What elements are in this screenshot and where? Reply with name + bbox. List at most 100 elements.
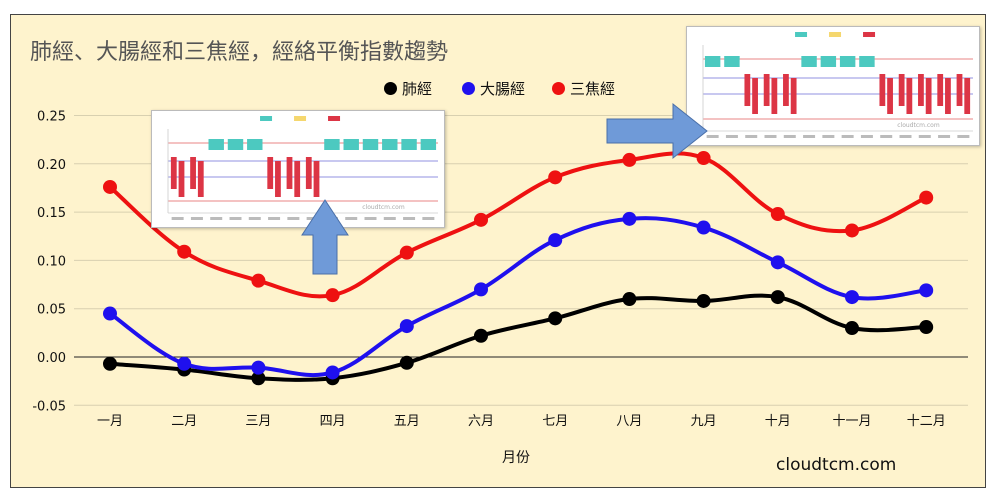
x-tick-label: 十月 bbox=[765, 414, 791, 429]
data-point-large-intestine bbox=[474, 282, 488, 297]
inset-bar bbox=[286, 157, 293, 189]
x-tick-label: 六月 bbox=[468, 414, 494, 429]
inset-bar bbox=[190, 157, 196, 189]
inset-bar bbox=[267, 157, 274, 189]
series-line-san-jiao bbox=[108, 151, 928, 299]
legend-marker-lung bbox=[384, 82, 397, 95]
inset-bar bbox=[887, 78, 893, 114]
inset-bar bbox=[178, 161, 185, 197]
inset-tick bbox=[364, 217, 377, 220]
data-point-large-intestine bbox=[845, 290, 859, 305]
inset-tick bbox=[860, 135, 873, 138]
inset-tick bbox=[190, 217, 203, 220]
inset-bar bbox=[362, 139, 379, 150]
data-point-lung bbox=[919, 320, 934, 335]
inset-tick bbox=[403, 217, 416, 220]
inset-bar bbox=[918, 74, 924, 106]
x-tick-label: 十一月 bbox=[832, 414, 871, 429]
x-tick-label: 九月 bbox=[691, 414, 717, 429]
chart-title: 肺經、大腸經和三焦經，經絡平衡指數趨勢 bbox=[30, 40, 449, 65]
inset-tick bbox=[229, 217, 242, 220]
inset-bar bbox=[744, 74, 751, 106]
y-tick-label: 0.10 bbox=[37, 254, 66, 269]
data-point-san-jiao bbox=[177, 244, 192, 259]
inset-bar bbox=[305, 157, 312, 189]
y-tick-label: 0.15 bbox=[37, 206, 66, 221]
inset-bar bbox=[790, 78, 797, 114]
data-point-large-intestine bbox=[622, 211, 637, 226]
inset-tick bbox=[841, 135, 854, 138]
x-tick-label: 三月 bbox=[245, 414, 271, 429]
data-point-san-jiao bbox=[919, 190, 934, 205]
inset-bar bbox=[801, 56, 817, 67]
inset-tick bbox=[783, 135, 796, 138]
inset-bar bbox=[879, 74, 886, 106]
data-point-lung bbox=[251, 371, 266, 386]
data-point-san-jiao bbox=[103, 179, 117, 194]
inset-chart: cloudtcm.com bbox=[702, 32, 973, 138]
inset-tick bbox=[803, 135, 816, 138]
x-tick-label: 二月 bbox=[171, 414, 197, 429]
data-point-lung bbox=[399, 355, 414, 370]
inset-watermark: cloudtcm.com bbox=[362, 204, 405, 211]
inset-tick bbox=[268, 217, 281, 220]
x-tick-label: 四月 bbox=[320, 414, 346, 429]
left-inset-screenshot: cloudtcm.com bbox=[151, 110, 445, 228]
y-tick-label: 0.20 bbox=[37, 158, 66, 173]
x-tick-label: 七月 bbox=[542, 414, 568, 429]
y-tick-label: -0.05 bbox=[32, 399, 66, 414]
inset-bar bbox=[401, 139, 417, 150]
inset-tick bbox=[706, 135, 719, 138]
inset-bar bbox=[197, 161, 204, 197]
inset-bar bbox=[324, 139, 340, 150]
inset-bar bbox=[839, 56, 856, 67]
inset-bar bbox=[170, 157, 177, 189]
inset-legend-chip bbox=[260, 116, 273, 121]
inset-bar bbox=[752, 78, 758, 114]
y-tick-label: 0.05 bbox=[37, 303, 66, 318]
data-point-san-jiao bbox=[770, 207, 785, 222]
data-point-large-intestine bbox=[770, 255, 785, 270]
inset-bar bbox=[227, 139, 244, 150]
inset-tick bbox=[325, 217, 338, 220]
legend-item-large-intestine: 大腸經 bbox=[462, 78, 525, 99]
data-point-lung bbox=[770, 290, 785, 305]
data-point-large-intestine bbox=[177, 356, 192, 371]
inset-tick bbox=[287, 217, 300, 220]
inset-tick bbox=[422, 217, 435, 220]
inset-bar bbox=[771, 78, 778, 114]
inset-tick bbox=[938, 135, 951, 138]
inset-bar bbox=[704, 56, 721, 67]
inset-bar bbox=[906, 78, 913, 114]
inset-legend-chip bbox=[328, 116, 341, 121]
inset-legend-chip bbox=[795, 32, 808, 37]
inset-chart: cloudtcm.com bbox=[167, 116, 438, 220]
inset-bar bbox=[247, 139, 263, 150]
data-point-san-jiao bbox=[399, 245, 414, 260]
inset-bar bbox=[763, 74, 770, 106]
inset-bar bbox=[898, 74, 905, 106]
right-inset-screenshot: cloudtcm.com bbox=[686, 26, 980, 146]
inset-bar bbox=[956, 74, 963, 106]
data-point-lung bbox=[622, 292, 637, 307]
inset-bar bbox=[925, 78, 932, 114]
inset-watermark: cloudtcm.com bbox=[897, 122, 940, 129]
inset-tick bbox=[171, 217, 184, 220]
inset-tick bbox=[210, 217, 223, 220]
data-point-san-jiao bbox=[548, 170, 563, 185]
inset-tick bbox=[306, 217, 319, 220]
data-point-san-jiao bbox=[845, 223, 859, 238]
inset-tick bbox=[248, 217, 261, 220]
inset-tick bbox=[880, 135, 893, 138]
legend-marker-large-intestine bbox=[462, 82, 475, 95]
inset-bar bbox=[208, 139, 224, 150]
inset-tick bbox=[918, 135, 931, 138]
inset-bar bbox=[859, 56, 875, 67]
inset-bar bbox=[783, 74, 789, 106]
data-point-large-intestine bbox=[399, 319, 414, 334]
y-tick-label: 0.00 bbox=[37, 351, 66, 366]
legend-item-san-jiao: 三焦經 bbox=[552, 78, 615, 99]
inset-bar bbox=[964, 78, 971, 114]
y-tick-label: 0.25 bbox=[37, 110, 66, 125]
